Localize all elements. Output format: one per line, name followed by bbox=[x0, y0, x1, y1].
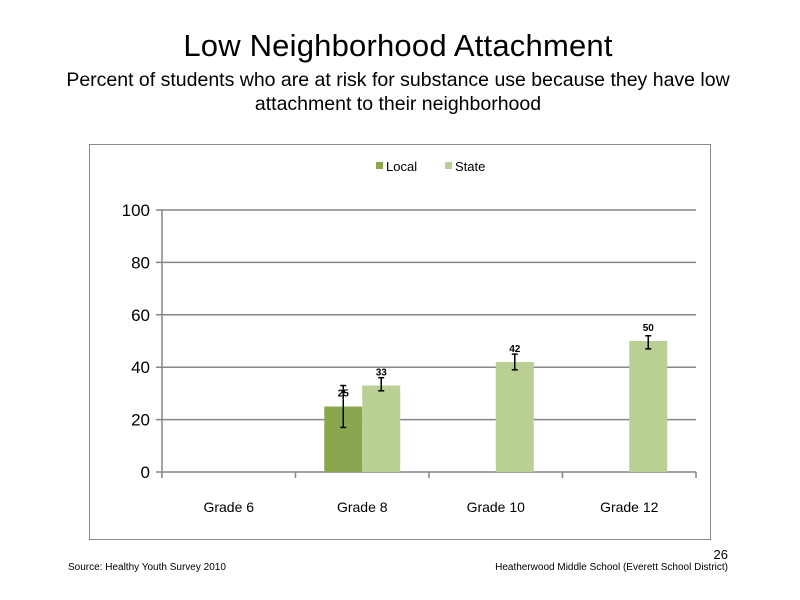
school-name: Heatherwood Middle School (Everett Schoo… bbox=[495, 562, 728, 573]
legend-swatch-state bbox=[445, 162, 452, 169]
slide-subtitle: Percent of students who are at risk for … bbox=[66, 69, 730, 115]
y-tick-label: 60 bbox=[131, 306, 150, 325]
source-note: Source: Healthy Youth Survey 2010 bbox=[68, 562, 226, 573]
x-tick-label: Grade 10 bbox=[467, 499, 526, 515]
bar-state bbox=[495, 361, 534, 472]
page-number: 26 bbox=[713, 547, 728, 562]
x-tick-label: Grade 12 bbox=[600, 499, 659, 515]
x-tick-label: Grade 8 bbox=[337, 499, 388, 515]
legend-label-state: State bbox=[455, 159, 485, 174]
data-label: 33 bbox=[376, 368, 388, 379]
bar-state bbox=[362, 385, 401, 472]
y-tick-label: 40 bbox=[131, 358, 150, 377]
slide-title: Low Neighborhood Attachment bbox=[183, 28, 613, 63]
legend-swatch-local bbox=[376, 162, 383, 169]
bar-state bbox=[629, 341, 668, 472]
data-label: 42 bbox=[509, 344, 521, 355]
y-tick-label: 20 bbox=[131, 411, 150, 430]
x-tick-label: Grade 6 bbox=[203, 499, 254, 515]
y-tick-label: 80 bbox=[131, 253, 150, 272]
y-tick-label: 100 bbox=[122, 201, 150, 220]
y-tick-label: 0 bbox=[141, 463, 150, 482]
chart-frame bbox=[89, 144, 711, 540]
data-label: 50 bbox=[643, 323, 655, 334]
legend-label-local: Local bbox=[386, 159, 417, 174]
